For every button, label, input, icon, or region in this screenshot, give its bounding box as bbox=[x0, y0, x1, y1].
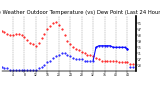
Title: Milwaukee Weather Outdoor Temperature (vs) Dew Point (Last 24 Hours): Milwaukee Weather Outdoor Temperature (v… bbox=[0, 10, 160, 15]
